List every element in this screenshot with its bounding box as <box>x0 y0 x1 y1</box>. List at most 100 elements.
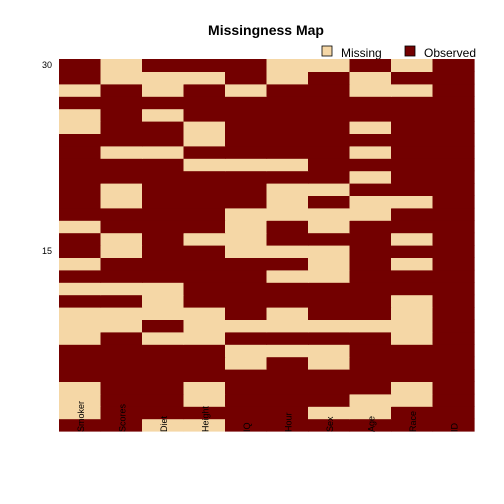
heatmap-cell-r15-smoker <box>59 245 102 258</box>
heatmap-cell-r20-sex <box>308 183 351 196</box>
legend: Missing Observed <box>321 45 476 60</box>
heatmap-cell-r2-race <box>391 406 434 420</box>
heatmap-cell-r16-diet <box>142 232 185 246</box>
heatmap-cell-r5-iq <box>225 369 268 382</box>
heatmap-cell-r12-id <box>432 282 475 296</box>
x-label-hour: Hour <box>283 412 293 432</box>
heatmap-cell-r30-diet <box>142 59 185 72</box>
heatmap-cell-r30-height <box>183 59 226 72</box>
heatmap-cell-r26-race <box>391 108 434 122</box>
heatmap-cell-r26-smoker <box>59 108 102 122</box>
heatmap-cell-r6-iq <box>225 356 268 370</box>
heatmap-cell-r2-sex <box>308 406 351 420</box>
heatmap-cell-r30-sex <box>308 59 351 72</box>
heatmap-cell-r16-iq <box>225 232 268 246</box>
heatmap-cell-r28-scores <box>100 83 143 97</box>
x-label-scores: Scores <box>117 403 127 432</box>
heatmap-cell-r4-id <box>432 381 475 395</box>
heatmap-cell-r27-smoker <box>59 96 102 110</box>
heatmap-cell-r18-id <box>432 207 475 221</box>
heatmap-cell-r12-race <box>391 282 434 296</box>
heatmap-cell-r17-age <box>349 220 392 234</box>
heatmap-cell-r12-age <box>349 282 392 296</box>
heatmap-cell-r17-height <box>183 220 226 234</box>
heatmap-cell-r11-iq <box>225 294 268 308</box>
heatmap-cell-r7-iq <box>225 344 268 358</box>
y-tick-label-30: 30 <box>42 60 52 70</box>
heatmap-cell-r8-smoker <box>59 331 102 345</box>
heatmap-cell-r20-race <box>391 183 434 196</box>
heatmap-cell-r14-id <box>432 257 475 271</box>
heatmap-cell-r12-height <box>183 282 226 296</box>
heatmap-cell-r23-smoker <box>59 145 102 159</box>
heatmap-cell-r22-height <box>183 158 226 172</box>
heatmap-cell-r18-iq <box>225 207 268 221</box>
heatmap-cell-r13-id <box>432 269 475 283</box>
heatmap-cell-r3-age <box>349 393 392 407</box>
heatmap-cell-r18-diet <box>142 207 185 221</box>
heatmap-cell-r25-diet <box>142 121 185 134</box>
heatmap-cell-r10-smoker <box>59 307 102 320</box>
heatmap-cell-r5-scores <box>100 369 143 382</box>
heatmap-cell-r11-hour <box>266 294 309 308</box>
heatmap-cell-r7-id <box>432 344 475 358</box>
heatmap-cell-r19-smoker <box>59 195 102 209</box>
heatmap-cell-r9-height <box>183 319 226 333</box>
y-tick-label-15: 15 <box>42 246 52 256</box>
heatmap-cell-r25-iq <box>225 121 268 134</box>
heatmap-cell-r29-smoker <box>59 71 102 85</box>
heatmap-cell-r28-smoker <box>59 83 102 97</box>
heatmap-cell-r19-sex <box>308 195 351 209</box>
heatmap-cell-r11-height <box>183 294 226 308</box>
heatmap-cell-r20-scores <box>100 183 143 196</box>
heatmap-cell-r17-race <box>391 220 434 234</box>
heatmap-cell-r21-id <box>432 170 475 184</box>
heatmap-cell-r25-smoker <box>59 121 102 134</box>
heatmap-cell-r15-race <box>391 245 434 258</box>
heatmap-cell-r12-sex <box>308 282 351 296</box>
heatmap-cell-r26-scores <box>100 108 143 122</box>
heatmap-cell-r8-sex <box>308 331 351 345</box>
heatmap-cell-r9-diet <box>142 319 185 333</box>
heatmap-cell-r4-scores <box>100 381 143 395</box>
heatmap-cells <box>59 59 475 432</box>
heatmap-cell-r22-sex <box>308 158 351 172</box>
heatmap-cell-r10-id <box>432 307 475 320</box>
heatmap-cell-r1-smoker <box>59 418 102 432</box>
x-label-iq: IQ <box>242 422 252 432</box>
heatmap-cell-r10-scores <box>100 307 143 320</box>
heatmap-cell-r23-id <box>432 145 475 159</box>
heatmap-cell-r5-race <box>391 369 434 382</box>
heatmap-cell-r27-height <box>183 96 226 110</box>
heatmap-cell-r12-hour <box>266 282 309 296</box>
heatmap-cell-r25-race <box>391 121 434 134</box>
heatmap-cell-r24-age <box>349 133 392 147</box>
legend-swatch-observed <box>404 45 416 57</box>
heatmap-cell-r5-hour <box>266 369 309 382</box>
heatmap-cell-r15-diet <box>142 245 185 258</box>
heatmap-cell-r24-hour <box>266 133 309 147</box>
heatmap-cell-r1-id <box>432 418 475 432</box>
heatmap-cell-r3-height <box>183 393 226 407</box>
x-label-race: Race <box>408 411 418 432</box>
legend-label-missing: Missing <box>341 46 382 60</box>
heatmap-cell-r28-race <box>391 83 434 97</box>
heatmap-cell-r22-iq <box>225 158 268 172</box>
heatmap-cell-r2-id <box>432 406 475 420</box>
heatmap-cell-r23-sex <box>308 145 351 159</box>
heatmap-cell-r9-smoker <box>59 319 102 333</box>
heatmap-cell-r11-diet <box>142 294 185 308</box>
heatmap-cell-r24-diet <box>142 133 185 147</box>
heatmap-cell-r20-id <box>432 183 475 196</box>
heatmap-cell-r30-hour <box>266 59 309 72</box>
heatmap-cell-r28-iq <box>225 83 268 97</box>
heatmap-cell-r24-height <box>183 133 226 147</box>
heatmap-cell-r14-height <box>183 257 226 271</box>
heatmap-cell-r5-age <box>349 369 392 382</box>
heatmap-cell-r23-diet <box>142 145 185 159</box>
heatmap-cell-r21-diet <box>142 170 185 184</box>
x-label-diet: Diet <box>159 415 169 432</box>
heatmap-cell-r2-scores <box>100 406 143 420</box>
